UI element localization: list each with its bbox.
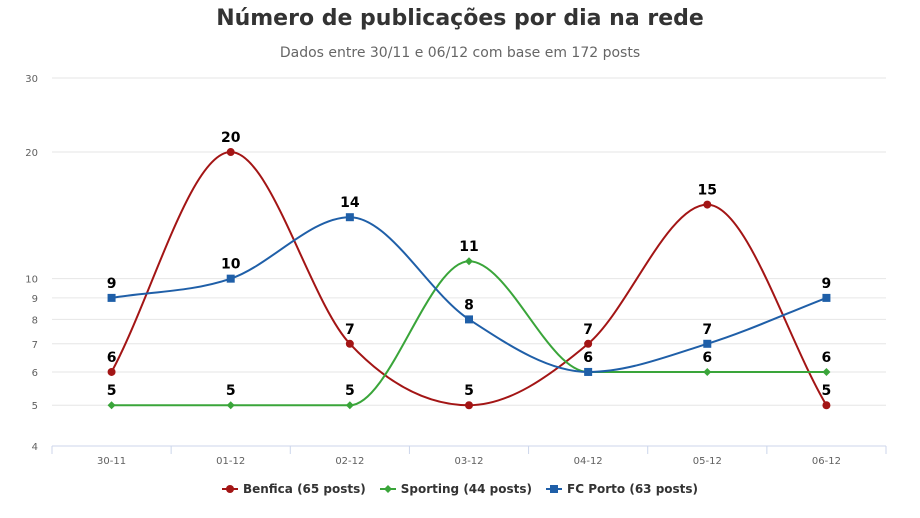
chart-subtitle: Dados entre 30/11 e 06/12 com base em 17… (279, 45, 641, 61)
data-label-benfica: 15 (698, 183, 717, 199)
data-point-benfica[interactable] (822, 401, 831, 410)
data-label-sporting: 6 (702, 350, 712, 366)
x-tick-label: 01-12 (216, 456, 245, 467)
data-point-sporting[interactable] (107, 401, 116, 410)
legend-item-fc[interactable]: FC Porto (63 posts) (546, 482, 698, 496)
data-point-fc[interactable] (226, 274, 235, 283)
data-point-benfica[interactable] (226, 148, 235, 157)
data-point-fc[interactable] (584, 367, 593, 376)
data-point-benfica[interactable] (584, 339, 593, 348)
x-tick-label: 02-12 (335, 456, 364, 467)
data-label-fc: 14 (340, 195, 360, 211)
y-tick-label: 10 (25, 275, 38, 286)
legend-marker-fc (550, 485, 559, 493)
data-point-benfica[interactable] (345, 339, 354, 348)
chart-title: Número de publicações por dia na rede (216, 6, 704, 31)
series-group (107, 148, 831, 410)
x-tick-label: 03-12 (454, 456, 483, 467)
data-point-sporting[interactable] (226, 401, 235, 410)
legend-label-fc: FC Porto (63 posts) (567, 482, 699, 496)
data-label-fc: 10 (221, 257, 241, 273)
legend-label-benfica: Benfica (65 posts) (242, 482, 366, 496)
y-tick-label: 6 (32, 368, 38, 379)
y-tick-label: 8 (32, 315, 38, 326)
legend-symbol-sporting (379, 485, 396, 493)
y-axis: 4 5 6 7 8 9 10 20 30 (25, 74, 38, 453)
legend-symbol-benfica (221, 485, 238, 493)
data-label-benfica: 6 (107, 350, 117, 366)
legend-label-sporting: Sporting (44 posts) (400, 482, 533, 496)
data-point-fc[interactable] (107, 293, 116, 302)
data-label-benfica: 5 (822, 383, 832, 399)
data-label-fc: 6 (583, 350, 593, 366)
data-label-benfica: 20 (221, 130, 241, 146)
y-tick-label: 20 (25, 148, 38, 159)
x-axis: 30-11 01-12 02-12 03-12 04-12 05-12 06-12 (51, 445, 887, 467)
data-point-sporting[interactable] (345, 401, 354, 410)
legend-symbol-fc (546, 485, 563, 493)
data-point-sporting[interactable] (822, 367, 831, 376)
data-label-fc: 8 (464, 297, 474, 313)
legend-marker-sporting (383, 485, 392, 493)
data-point-fc[interactable] (703, 339, 712, 348)
data-point-benfica[interactable] (703, 200, 712, 209)
data-point-sporting[interactable] (465, 257, 473, 266)
legend-item-benfica[interactable]: Benfica (65 posts) (221, 482, 366, 496)
data-point-benfica[interactable] (107, 367, 116, 376)
y-tick-label: 4 (32, 442, 38, 453)
data-label-sporting: 5 (107, 383, 117, 399)
legend-marker-benfica (225, 485, 234, 493)
x-tick-label: 30-11 (97, 456, 126, 467)
legend: Benfica (65 posts) Sporting (44 posts) FC … (0, 482, 920, 496)
data-label-fc: 9 (107, 276, 117, 292)
data-point-fc[interactable] (822, 293, 831, 302)
legend-item-sporting[interactable]: Sporting (44 posts) (379, 482, 533, 496)
data-label-sporting: 6 (583, 350, 593, 366)
y-tick-label: 9 (32, 294, 38, 305)
data-label-fc: 9 (822, 276, 832, 292)
x-tick-label: 06-12 (812, 456, 841, 467)
data-label-sporting: 11 (459, 239, 478, 255)
line-chart: 4 5 6 7 8 9 10 20 30 30-11 01-12 02-12 03-12 04-12 05… (25, 74, 887, 467)
y-tick-label: 7 (32, 340, 38, 351)
data-label-sporting: 6 (822, 350, 832, 366)
y-tick-label: 30 (25, 74, 38, 85)
data-point-benfica[interactable] (465, 401, 473, 410)
data-point-sporting[interactable] (703, 367, 712, 376)
data-label-sporting: 5 (345, 383, 355, 399)
x-tick-label: 05-12 (693, 456, 722, 467)
data-point-fc[interactable] (345, 213, 354, 222)
data-point-fc[interactable] (465, 315, 473, 324)
data-label-benfica: 7 (583, 322, 593, 338)
x-tick-label: 04-12 (574, 456, 603, 467)
data-label-fc: 7 (702, 322, 712, 338)
data-label-sporting: 5 (226, 383, 236, 399)
data-label-benfica: 7 (345, 322, 355, 338)
data-label-benfica: 5 (464, 383, 474, 399)
y-tick-label: 5 (32, 401, 38, 412)
